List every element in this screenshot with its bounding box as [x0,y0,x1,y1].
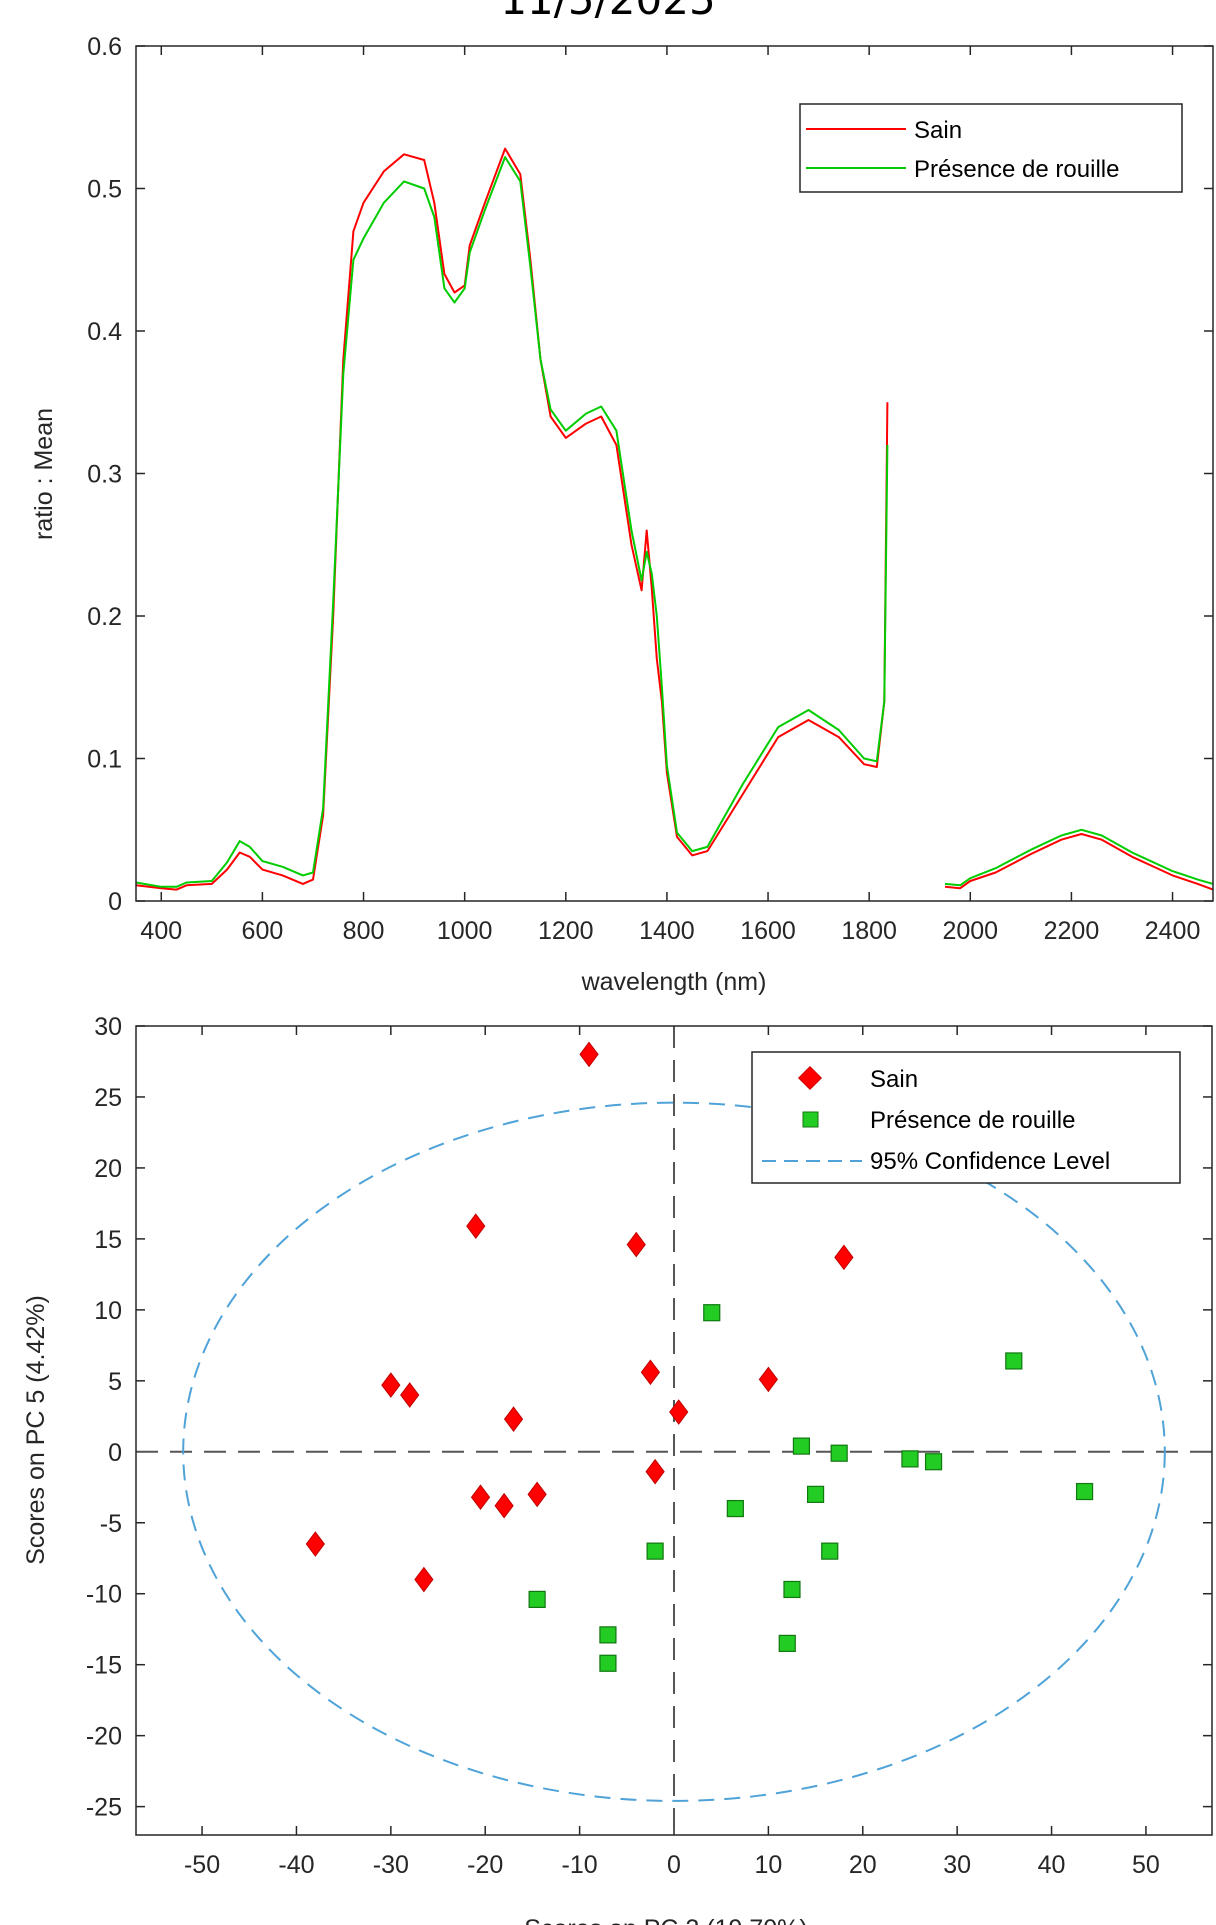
legend-label-rouille: Présence de rouille [870,1107,1075,1134]
x-tick-label: 2400 [1145,917,1201,945]
legend-label-confidence: 95% Confidence Level [870,1148,1110,1175]
y-tick-label: 0.3 [87,461,122,489]
plot-frame [135,1025,1213,1836]
point-sain [834,1244,854,1271]
point-sain [470,1484,491,1511]
point-sain [494,1492,514,1519]
y-tick-label: -5 [100,1510,122,1538]
point-rouille [646,1542,664,1560]
point-rouille [806,1485,825,1503]
point-rouille [830,1444,848,1462]
point-rouille [703,1304,721,1322]
legend-box [751,1051,1181,1184]
x-tick-label: 40 [1038,1851,1066,1879]
series-line-rouille [944,828,1214,887]
legend-marker-rouille [802,1111,819,1128]
plot-frame [135,45,1214,902]
point-sain [305,1531,325,1557]
point-rouille [726,1499,744,1518]
series-line-rouille [135,156,889,888]
y-tick-label: 0.6 [87,33,122,61]
x-tick-label: 1600 [740,917,796,945]
series-line-sain [135,147,889,891]
point-sain [466,1213,486,1239]
spectra-chart: 400 600 800 1000 1200 1400 1600 1800 2000 2200 240… [30,33,1214,996]
point-rouille [1075,1482,1094,1501]
y-tick-label: 30 [94,1013,122,1041]
y-axis-label: ratio : Mean [30,408,58,540]
x-tick-label: -30 [373,1851,409,1879]
legend-box [799,103,1183,193]
x-tick-label: 20 [849,1851,877,1879]
point-rouille [783,1580,801,1599]
point-rouille [599,1626,617,1644]
y-tick-label: 0.1 [87,746,122,774]
point-sain [503,1406,524,1432]
x-tick-label: 1800 [841,917,897,945]
legend-label-sain: Sain [914,117,962,144]
y-tick-label: 20 [94,1155,122,1183]
point-sain [758,1366,779,1393]
point-sain [400,1382,420,1408]
y-tick-label: 5 [108,1368,122,1396]
point-rouille [599,1654,617,1672]
x-tick-label: -20 [467,1851,503,1879]
y-tick-label: 15 [94,1226,122,1254]
x-tick-label: 400 [140,917,182,945]
point-rouille [901,1450,919,1468]
y-tick-label: -20 [86,1723,122,1751]
point-rouille [778,1634,796,1652]
y-tick-label: 0.2 [87,603,122,631]
x-tick-label: 30 [943,1851,971,1879]
x-tick-label: -40 [278,1851,314,1879]
legend: Sain Présence de rouille 95% Confidence … [751,1051,1181,1184]
x-tick-label: 800 [343,917,385,945]
point-sain [626,1231,646,1258]
y-tick-label: -15 [86,1652,122,1680]
y-tick-label: 0.5 [87,176,122,204]
y-tick-label: -10 [86,1581,122,1609]
point-sain [381,1372,401,1398]
legend: Sain Présence de rouille [799,103,1183,193]
pca-chart: -50 -40 -30 -20 -10 0 10 20 30 40 50-25-20-15-10-5… [22,1013,1213,1925]
point-rouille [924,1453,943,1471]
point-sain [414,1566,434,1593]
x-tick-label: 10 [754,1851,782,1879]
x-tick-label: 2000 [942,917,998,945]
legend-marker-sain [797,1065,823,1091]
point-rouille [821,1542,839,1560]
point-rouille [792,1437,811,1455]
x-tick-label: 0 [667,1851,681,1879]
point-sain [527,1481,547,1508]
confidence-ellipse [182,1101,1166,1802]
x-axis-label: Scores on PC 2 (19.70%) [524,1915,807,1925]
x-tick-label: 1200 [538,917,594,945]
x-tick-label: -50 [184,1851,220,1879]
y-tick-label: -25 [86,1794,122,1822]
y-tick-label: 25 [94,1084,122,1112]
legend-label-rouille: Présence de rouille [914,156,1119,183]
x-tick-label: 1000 [437,917,493,945]
y-tick-label: 0 [108,888,122,916]
point-sain [579,1041,599,1068]
x-tick-label: 600 [242,917,284,945]
x-tick-label: 1400 [639,917,695,945]
point-sain [669,1399,689,1425]
x-tick-label: -10 [562,1851,598,1879]
y-axis-label: Scores on PC 5 (4.42%) [22,1295,50,1565]
legend-label-sain: Sain [870,1066,918,1093]
point-rouille [528,1590,546,1608]
point-sain [640,1359,661,1386]
y-tick-label: 0.4 [87,318,122,346]
series-line-sain [944,833,1214,891]
point-rouille [1005,1352,1023,1370]
x-tick-label: 2200 [1044,917,1100,945]
x-tick-label: 50 [1132,1851,1160,1879]
x-axis-label: wavelength (nm) [581,968,767,996]
point-sain [645,1458,665,1485]
y-tick-label: 10 [94,1297,122,1325]
y-tick-label: 0 [108,1439,122,1467]
